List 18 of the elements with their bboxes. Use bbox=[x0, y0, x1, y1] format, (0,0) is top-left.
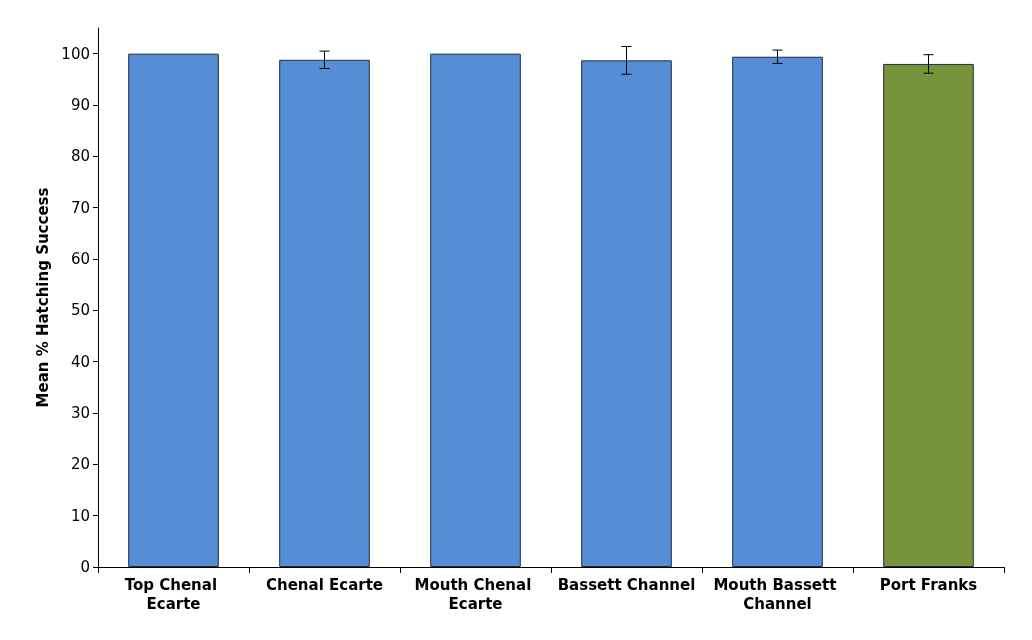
x-tick-label: Port Franks bbox=[879, 575, 978, 594]
y-tick-label: 100 bbox=[61, 44, 90, 63]
y-tick-label: 0 bbox=[80, 558, 90, 576]
x-tick-label: Top Chenal Ecarte bbox=[124, 575, 223, 613]
y-tick-label: 90 bbox=[70, 96, 90, 114]
x-tick-label: Bassett Channel bbox=[557, 575, 696, 594]
y-tick-label: 30 bbox=[70, 404, 90, 422]
y-tick-label: 40 bbox=[70, 352, 90, 371]
y-axis-title: Mean % Hatching Success bbox=[33, 187, 52, 408]
y-tick-label: 20 bbox=[70, 455, 90, 474]
y-tick-label: 70 bbox=[70, 198, 90, 217]
x-tick-label: Mouth Bassett Channel bbox=[713, 575, 842, 613]
x-tick-label: Chenal Ecarte bbox=[265, 575, 384, 594]
y-tick-label: 50 bbox=[70, 301, 90, 320]
y-tick-label: 60 bbox=[70, 250, 90, 268]
y-tick-label: 80 bbox=[70, 147, 90, 166]
y-tick-label: 10 bbox=[70, 506, 90, 525]
x-tick-label: Mouth Chenal Ecarte bbox=[414, 575, 537, 613]
